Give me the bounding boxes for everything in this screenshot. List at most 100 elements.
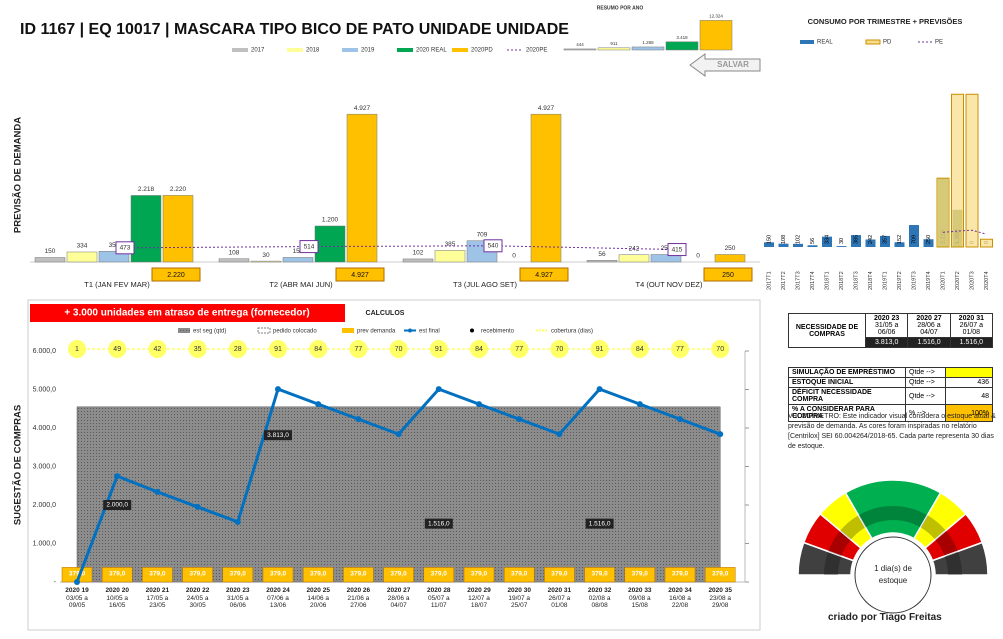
bar [665,41,699,51]
final-stock-point [516,416,523,423]
pe-label: 473 [120,245,131,252]
bar-label: 152 [897,235,903,244]
date-label: 12/07 a 18/07 [468,594,490,610]
coverage-badge [389,340,408,358]
legend-label: 2020PE [526,48,547,54]
demand-label-box [625,569,654,579]
x-tick-label: 2020 25 14/06 a 20/06 [298,587,338,610]
final-stock-point [395,431,402,438]
demand-label: 379,0 [270,571,287,578]
bar [530,113,562,263]
demand-label: 379,0 [69,571,86,578]
pe-label: 540 [488,243,499,250]
coverage-label: 84 [314,346,322,353]
coverage-label: 70 [556,346,564,353]
row-value: 48 [945,387,993,405]
bar [923,239,934,247]
demand-label-box [223,569,252,579]
bar-label: 102 [795,235,801,244]
simulation-table: SIMULAÇÃO DE EMPRÉSTIMO Qtde --> ESTOQUE I… [788,367,993,422]
gauge-unit: estoque [879,576,908,585]
y-tick-label: 6.000,0 [33,348,56,355]
demand-label-box [424,569,453,579]
x-tick-label: 2020 29 12/07 a 18/07 [459,587,499,610]
pe-label-box [667,243,687,257]
week-label: 2020 19 [65,587,89,594]
coverage-badge [630,340,649,358]
final-stock-point [194,503,201,510]
bar [618,254,650,263]
final-stock-point [355,416,362,423]
bar-label: 385 [853,235,859,244]
bar [34,257,66,263]
final-stock-point [596,386,603,393]
coverage-badge [68,340,86,358]
bar [951,93,964,248]
pe-line [124,245,678,251]
banner [30,304,345,322]
pe-line [942,229,987,235]
pe-label: 415 [672,246,683,253]
pe-label-box [299,240,319,254]
row-label: DÉFICIT NECESSIDADE COMPRA [788,387,906,405]
save-arrow[interactable] [689,53,761,77]
final-stock-point [556,431,563,438]
y-axis-title: PREVISÃO DE DEMANDA [13,117,24,233]
coverage-badge [269,340,287,358]
x-tick-label: 2019T3 [911,271,917,290]
coverage-label: 35 [194,346,202,353]
x-tick-label: 2020 32 02/08 a 08/08 [580,587,620,610]
legend-label: PE [935,40,943,46]
coverage-label: 91 [274,346,282,353]
bar-label: 709 [477,231,488,238]
chart-title: CONSUMO POR TRIMESTRE + PREVISÕES [808,17,963,26]
coverage-badge [470,340,488,358]
bar-label: 385 [445,241,456,248]
bar [880,235,890,247]
pe-label: 514 [304,243,315,250]
total-box [703,267,753,282]
total-label: 250 [722,272,734,279]
x-tick-label: 2017T4 [810,271,816,290]
x-tick-label: 2020 34 16/08 a 22/08 [660,587,700,610]
bar [778,243,789,247]
legend-label: 2020PD [471,48,493,54]
legend-swatch [865,39,881,45]
date-label: 31/05 a 06/06 [226,594,249,610]
x-tick-label: 2020 27 28/06 a 04/07 [379,587,419,610]
coverage-label: 84 [636,346,644,353]
week-label: 2020 25 [306,587,330,594]
category-label: T2 (ABR MAI JUN) [269,280,333,289]
chart-title: RESUMO POR ANO [597,5,644,11]
demand-label-box [143,569,172,579]
save-label[interactable]: SALVAR [717,60,749,69]
y-axis-title: SUGESTÃO DE COMPRAS [13,405,24,525]
legend-label: 2017 [251,48,265,54]
bar [314,225,346,263]
table-value: 1.516,0 [949,337,994,348]
gauge-segment [931,541,989,576]
coverage-label: 49 [113,346,121,353]
week-label: 2020 29 [467,587,491,594]
save-button[interactable]: SALVAR [689,53,761,77]
coverage-label: 77 [676,346,684,353]
coverage-label: 91 [596,346,604,353]
coverage-badge [309,340,328,358]
x-tick-label: 2020 20 10/05 a 16/05 [97,587,137,610]
x-tick-label: 2020 22 24/05 a 30/05 [178,587,218,610]
demand-label-box [465,569,493,579]
total-label: 2.220 [167,272,185,279]
demand-label: 379,0 [712,571,729,578]
legend-label: est final [419,329,440,335]
bar [162,195,194,263]
week-label: 2020 33 [628,587,652,594]
bar [836,246,847,247]
legend-label: 2019 [361,48,375,54]
row-unit: Qtde --> [905,367,946,378]
bar-label: 250 [661,245,672,252]
demand-label: 379,0 [230,571,247,578]
bar [807,245,818,247]
week-label: 2020 32 [587,587,612,594]
